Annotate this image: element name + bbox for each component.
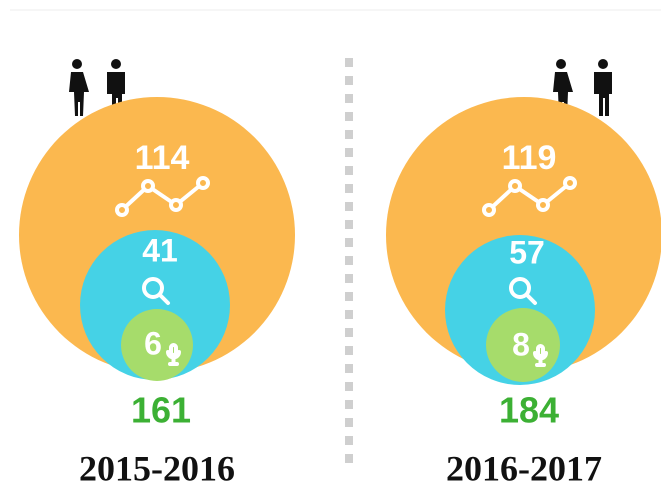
year-label: 2015-2016 xyxy=(79,448,235,488)
outer-value: 119 xyxy=(502,139,557,177)
inner-value: 6 xyxy=(144,325,162,361)
people-icon xyxy=(69,59,125,116)
panel: 119 57 8 184 2016-2017 xyxy=(386,59,661,488)
year-label: 2016-2017 xyxy=(446,448,602,488)
inner-value: 8 xyxy=(512,326,530,362)
trend-icon xyxy=(115,176,210,217)
people-icon xyxy=(553,59,612,116)
middle-value: 57 xyxy=(509,234,545,270)
panel: 114 41 6 161 2015-2016 xyxy=(19,59,295,488)
trend-icon xyxy=(482,176,577,217)
middle-value: 41 xyxy=(142,232,178,268)
mic-icon xyxy=(533,344,548,367)
outer-value: 114 xyxy=(135,139,190,177)
search-icon xyxy=(142,277,170,305)
total-value: 184 xyxy=(499,390,559,431)
total-value: 161 xyxy=(131,390,191,431)
mic-icon xyxy=(166,343,181,366)
search-icon xyxy=(509,277,537,305)
